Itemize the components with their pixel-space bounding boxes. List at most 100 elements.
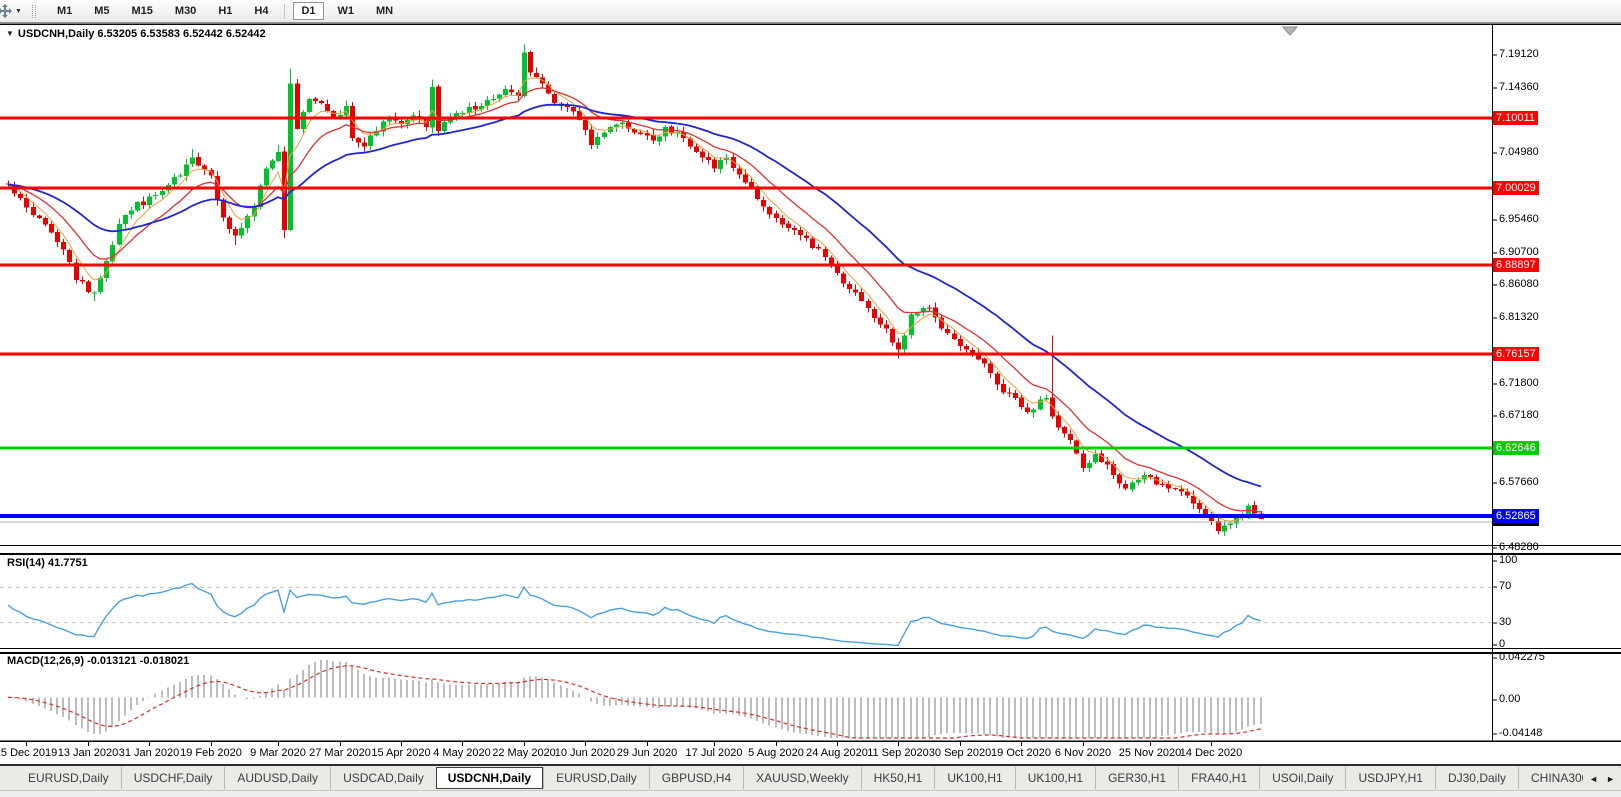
rsi-axis-tick: 100 [1499,554,1518,566]
date-axis-label: 25 Dec 2019 [0,747,58,759]
chart-tab-bar: EURUSD,Daily USDCHF,Daily AUDUSD,Daily USDC… [0,764,1621,790]
date-axis-label: 14 Dec 2020 [1179,747,1243,759]
rsi-axis-tick: 70 [1499,580,1512,592]
date-axis-label: 31 Jan 2020 [118,747,180,759]
toolbar-grip[interactable] [31,4,36,18]
chart-tab-hk50-h1[interactable]: HK50,H1 [860,767,935,789]
timeframe-button-D1[interactable]: D1 [293,2,324,20]
date-axis-label: 4 May 2020 [433,747,491,759]
date-axis-label: 25 Nov 2020 [1118,747,1182,759]
price-tag-7.00029: 7.00029 [1493,180,1539,195]
timeframe-button-group: M1 M5 M15 M30 H1 H4 D1 W1 MN [46,2,404,20]
rsi-label: RSI(14) 41.7751 [7,557,88,569]
price-tag-7.10011: 7.10011 [1493,111,1538,126]
price-tag-6.76157: 6.76157 [1493,346,1539,361]
date-axis-label: 19 Feb 2020 [180,747,242,759]
price-axis-tick: 6.71800 [1499,377,1539,390]
timeframe-button-M15[interactable]: M15 [131,5,153,17]
chart-tab-gbpusd-h4[interactable]: GBPUSD,H4 [648,767,743,789]
price-axis-tick: 6.86080 [1499,277,1539,290]
chart-tab-audusd-daily[interactable]: AUDUSD,Daily [224,767,330,789]
chart-tab-ger30-h1[interactable]: GER30,H1 [1095,767,1178,789]
chart-tab-usdcad-daily[interactable]: USDCAD,Daily [330,767,436,789]
rsi-indicator [0,582,1492,647]
chart-tab-usdchf-daily[interactable]: USDCHF,Daily [120,767,225,789]
chart-tab-xauusd-weekly[interactable]: XAUUSD,Weekly [743,767,860,789]
date-axis-label: 22 May 2020 [492,747,556,759]
price-axis-tick: 6.81320 [1499,311,1539,324]
price-axis-tick: 6.95460 [1499,212,1539,225]
timeframe-button-MN[interactable]: MN [376,5,394,17]
ma-30-line [7,103,1262,488]
macd-signal-line [7,665,1262,739]
date-axis-label: 10 Jun 2020 [554,747,616,759]
date-axis-label: 30 Sep 2020 [928,747,992,759]
rsi-axis-tick: 30 [1499,616,1512,628]
chart-tab-usoil-daily[interactable]: USOil,Daily [1259,767,1345,789]
symbol-ohlc-text: USDCNH,Daily 6.53205 6.53583 6.52442 6.5… [17,28,266,40]
date-axis-label: 6 Nov 2020 [1054,747,1112,759]
date-axis-label: 5 Aug 2020 [748,747,804,759]
tab-scroll-left-icon[interactable]: ◄ [1589,774,1599,784]
date-axis-label: 11 Sep 2020 [867,747,929,759]
price-axis-tick: 7.14360 [1499,81,1539,94]
toolbar-separator [284,3,286,19]
date-axis-label: 9 Mar 2020 [250,747,306,759]
price-tag-6.88897: 6.88897 [1493,258,1539,273]
date-axis-label: 19 Oct 2020 [991,747,1051,759]
status-strip [0,790,1621,797]
toolbar: ▼ M1 M5 M15 M30 H1 H4 D1 W1 MN [0,0,1621,23]
cursor-dropdown-icon[interactable]: ▼ [15,8,22,15]
panel-borders [0,23,1621,746]
timeframe-button-M30[interactable]: M30 [174,5,197,17]
move-cursor-glyph [0,3,12,18]
chart-tab-usdcnh-daily[interactable]: USDCNH,Daily [435,767,544,789]
chart-title: ▼ USDCNH,Daily 6.53205 6.53583 6.52442 6.… [6,28,266,40]
date-axis-label: 13 Jan 2020 [57,747,119,759]
macd-axis-tick: 0.042275 [1499,651,1545,663]
macd-axis-tick: -0.04148 [1499,727,1543,739]
price-tag-6.52865: 6.52865 [1493,509,1539,524]
timeframe-button-M1[interactable]: M1 [56,5,73,17]
timeframe-button-W1[interactable]: W1 [337,5,355,17]
timeframe-button-H4[interactable]: H4 [254,5,269,17]
chart-shift-marker-icon[interactable] [1281,26,1299,36]
chart-tab-fra40-h1[interactable]: FRA40,H1 [1178,767,1259,789]
price-axis-tick: 6.90700 [1499,245,1539,258]
price-tag-6.62646: 6.62646 [1493,441,1539,455]
date-axis-label: 24 Aug 2020 [806,747,868,759]
macd-histogram [13,659,1262,738]
chart-tab-usdjpy-h1[interactable]: USDJPY,H1 [1345,767,1434,789]
chart-tab-eurusd-daily[interactable]: EURUSD,Daily [543,767,649,789]
moving-average-lines [7,77,1262,522]
price-axis-tick: 6.48280 [1499,540,1539,553]
macd-indicator [7,659,1262,739]
chart-tab-uk100-h1[interactable]: UK100,H1 [934,767,1014,789]
timeframe-button-M5[interactable]: M5 [94,5,110,17]
collapse-triangle-icon[interactable]: ▼ [6,29,14,38]
date-axis-label: 27 Mar 2020 [309,747,371,759]
rsi-axis-tick: 0 [1499,638,1506,650]
chart-tab-dj30-daily[interactable]: DJ30,Daily [1434,767,1518,789]
horizontal-level-lines[interactable] [0,116,1492,523]
timeframe-button-H1[interactable]: H1 [218,5,233,17]
macd-label: MACD(12,26,9) -0.013121 -0.018021 [7,655,190,667]
date-axis-label: 17 Jul 2020 [685,747,743,759]
price-axis-tick: 7.04980 [1499,146,1539,159]
tab-scroll-arrows: ◄ ► [1583,768,1621,790]
price-axis-tick: 6.67180 [1499,409,1539,422]
ma-5-line [7,77,1262,522]
chart-tab-uk100-h1[interactable]: UK100,H1 [1014,767,1095,789]
chart-tab-eurusd-daily[interactable]: EURUSD,Daily [28,771,109,785]
ma-12-line [7,87,1262,513]
tab-scroll-right-icon[interactable]: ► [1606,774,1615,784]
price-axis-tick: 7.19120 [1499,48,1539,60]
rsi-line [7,582,1262,647]
move-cursor-icon[interactable] [0,3,14,19]
date-axis-label: 29 Jun 2020 [616,747,678,759]
date-axis-label: 15 Apr 2020 [371,747,431,759]
price-axis-tick: 6.57660 [1499,475,1539,488]
macd-axis-tick: 0.00 [1499,693,1521,705]
chart-tabs: EURUSD,Daily USDCHF,Daily AUDUSD,Daily USDC… [16,766,1621,790]
